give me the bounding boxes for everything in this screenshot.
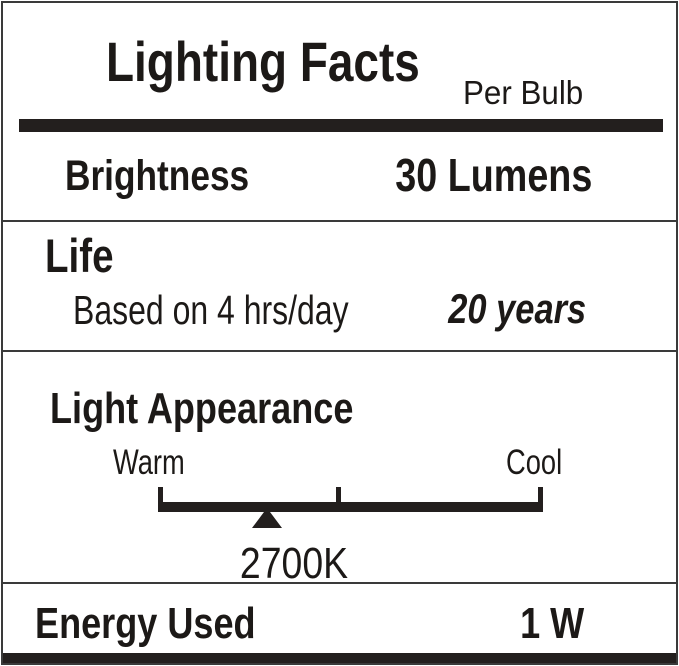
section-divider — [3, 582, 676, 584]
footer-divider-bar — [3, 653, 676, 663]
color-temperature-scale-bar — [160, 502, 543, 512]
scale-tick-right — [538, 487, 543, 512]
label-subtitle: Per Bulb — [463, 74, 584, 111]
header-divider-bar — [19, 119, 663, 132]
light-appearance-label: Light Appearance — [50, 384, 354, 433]
warm-label: Warm — [113, 443, 185, 482]
brightness-label: Brightness — [65, 152, 250, 200]
temperature-marker-icon — [252, 508, 283, 528]
section-divider — [3, 350, 676, 352]
life-note: Based on 4 hrs/day — [73, 287, 349, 333]
section-divider — [3, 220, 676, 222]
cool-label: Cool — [506, 443, 563, 482]
scale-tick-middle — [336, 487, 341, 512]
life-value: 20 years — [448, 285, 586, 332]
energy-used-value: 1 W — [519, 599, 584, 648]
energy-used-label: Energy Used — [35, 599, 256, 648]
temperature-value: 2700K — [239, 539, 349, 588]
brightness-value: 30 Lumens — [394, 149, 592, 201]
life-label: Life — [45, 229, 114, 282]
label-title: Lighting Facts — [106, 30, 420, 93]
scale-tick-left — [158, 487, 163, 512]
